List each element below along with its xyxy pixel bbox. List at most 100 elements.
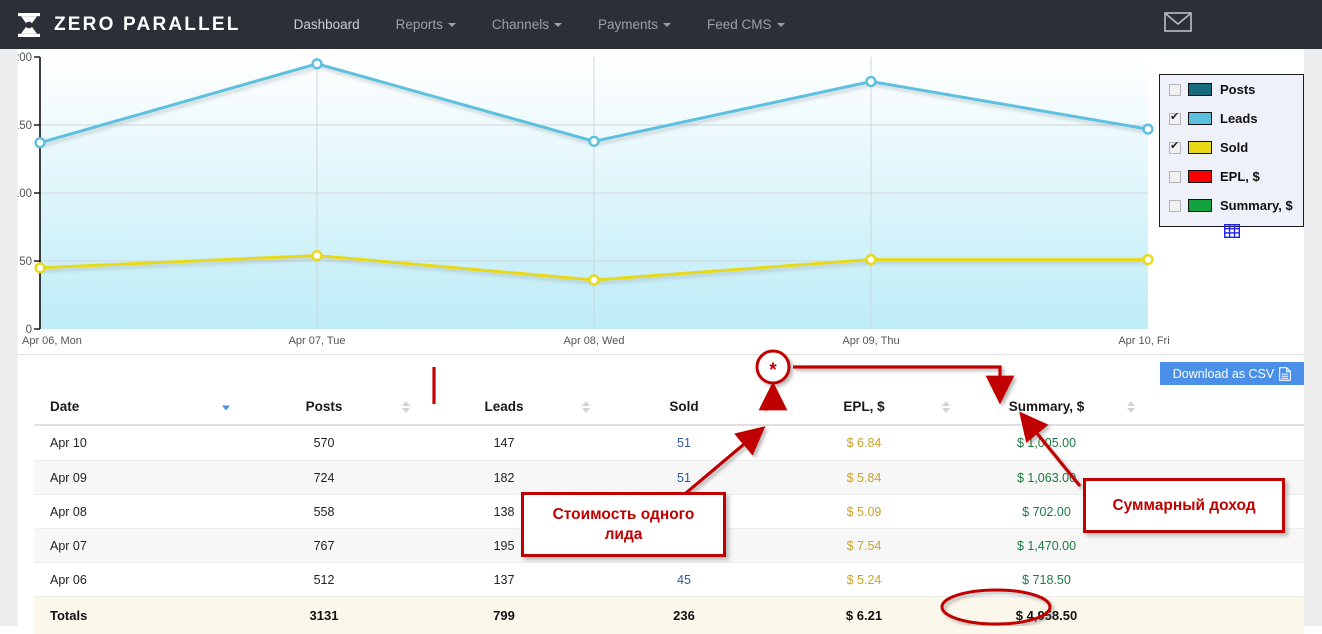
legend-table-toggle[interactable]	[1160, 220, 1303, 242]
table-row[interactable]: Apr 10 570 147 51 $ 6.84 $ 1,005.00	[34, 426, 1304, 460]
column-header-summary[interactable]: Summary, $	[941, 399, 1139, 414]
x-tick-1: Apr 07, Tue	[289, 335, 346, 347]
cell-summary: $ 702.00	[1022, 504, 1071, 519]
legend-item-leads[interactable]: Leads	[1160, 104, 1303, 133]
cell-totals-summary: $ 4,958.50	[1015, 608, 1078, 623]
table-row[interactable]: Apr 06 512 137 45 $ 5.24 $ 718.50	[34, 562, 1304, 596]
download-csv-label: Download as CSV	[1172, 366, 1275, 381]
table-row[interactable]: Apr 07 767 195 $ 7.54 $ 1,470.00	[34, 528, 1304, 562]
cell-epl: $ 7.54	[846, 538, 882, 553]
table-row[interactable]: Apr 08 558 138 $ 5.09 $ 702.00	[34, 494, 1304, 528]
chevron-down-icon	[776, 23, 785, 28]
svg-text:150: 150	[18, 120, 32, 132]
legend-checkbox-sold[interactable]	[1169, 140, 1181, 154]
cell-leads: 195	[493, 538, 515, 553]
cell-epl: $ 6.84	[846, 436, 882, 450]
legend-label-summary: Summary, $	[1220, 198, 1293, 213]
table-row[interactable]: Apr 09 724 182 51 $ 5.84 $ 1,063.00	[34, 460, 1304, 494]
report-table: Date Posts Leads Sold EPL, $ Summary, $	[34, 389, 1304, 634]
cell-summary: $ 1,063.00	[1016, 470, 1077, 485]
cell-totals-posts: 3131	[309, 608, 339, 623]
table-grid-icon	[1223, 224, 1240, 238]
cell-sold: 51	[677, 436, 691, 450]
column-header-date[interactable]: Date	[34, 399, 234, 414]
legend-swatch-epl	[1188, 170, 1212, 183]
cell-posts: 570	[313, 436, 335, 450]
column-label-sold: Sold	[669, 399, 699, 414]
legend-swatch-leads	[1188, 112, 1212, 125]
cell-date: Apr 07	[50, 538, 87, 553]
legend-item-posts[interactable]: Posts	[1160, 75, 1303, 104]
column-header-sold[interactable]: Sold	[581, 399, 774, 414]
nav-label: Feed CMS	[706, 17, 772, 32]
leads-chart: 200 150 100 50 0 Apr 06, Mon Apr 07, Tue	[18, 49, 1304, 349]
svg-text:0: 0	[26, 324, 32, 336]
x-tick-2: Apr 08, Wed	[564, 335, 625, 347]
column-header-leads[interactable]: Leads	[401, 399, 594, 414]
svg-text:200: 200	[18, 52, 32, 64]
nav-links: Dashboard Reports Channels Payments Feed…	[276, 0, 803, 49]
nav-link-feed-cms[interactable]: Feed CMS	[689, 0, 803, 49]
nav-label: Payments	[597, 17, 658, 32]
column-label-date: Date	[50, 399, 80, 414]
x-tick-3: Apr 09, Thu	[842, 335, 899, 347]
sort-indicator-epl[interactable]	[761, 400, 770, 413]
legend-label-epl: EPL, $	[1220, 169, 1260, 184]
x-tick-0: Apr 06, Mon	[22, 335, 82, 347]
legend-label-leads: Leads	[1220, 111, 1258, 126]
sort-indicator-summary[interactable]	[941, 400, 950, 413]
cell-leads: 182	[493, 470, 515, 485]
nav-link-reports[interactable]: Reports	[378, 0, 474, 49]
cell-posts: 724	[313, 470, 335, 485]
cell-date: Apr 08	[50, 504, 87, 519]
legend-item-summary[interactable]: Summary, $	[1160, 191, 1303, 220]
x-tick-4: Apr 10, Fri	[1118, 335, 1169, 347]
chart-legend: Posts Leads Sold EPL, $ Summary, $	[1159, 74, 1304, 238]
sort-indicator-leads[interactable]	[401, 400, 410, 413]
legend-item-epl[interactable]: EPL, $	[1160, 162, 1303, 191]
cell-epl: $ 5.84	[846, 470, 882, 485]
cell-totals-leads: 799	[493, 608, 515, 623]
nav-label: Channels	[491, 17, 549, 32]
table-totals-row: Totals 3131 799 236 $ 6.21 $ 4,958.50	[34, 596, 1304, 634]
nav-link-channels[interactable]: Channels	[474, 0, 580, 49]
nav-link-payments[interactable]: Payments	[580, 0, 689, 49]
sort-indicator-tail[interactable]	[1126, 400, 1135, 413]
sort-indicator-sold[interactable]	[581, 400, 590, 413]
brand-name: ZERO PARALLEL	[54, 13, 241, 35]
legend-label-sold: Sold	[1220, 140, 1249, 155]
cell-totals-label: Totals	[50, 608, 88, 623]
chevron-down-icon	[447, 23, 456, 28]
cell-date: Apr 09	[50, 470, 87, 485]
chevron-down-icon	[553, 23, 562, 28]
column-label-summary: Summary, $	[1008, 399, 1085, 414]
cell-sold: 51	[677, 470, 691, 485]
download-csv-button[interactable]: Download as CSV	[1160, 362, 1304, 385]
legend-checkbox-epl[interactable]	[1169, 170, 1181, 183]
messages-button[interactable]	[1164, 12, 1192, 37]
brand[interactable]: ZERO PARALLEL	[14, 10, 241, 40]
top-navbar: ZERO PARALLEL Dashboard Reports Channels…	[0, 0, 1322, 49]
legend-swatch-sold	[1188, 141, 1212, 154]
legend-checkbox-leads[interactable]	[1169, 111, 1181, 125]
table-header-row: Date Posts Leads Sold EPL, $ Summary, $	[34, 389, 1304, 426]
cell-date: Apr 10	[50, 436, 87, 450]
chevron-down-icon	[662, 23, 671, 28]
column-header-posts[interactable]: Posts	[221, 399, 414, 414]
cell-date: Apr 06	[50, 572, 87, 587]
legend-swatch-posts	[1188, 83, 1212, 96]
column-header-epl[interactable]: EPL, $	[761, 399, 954, 414]
cell-posts: 512	[313, 572, 335, 587]
cell-leads: 137	[493, 572, 515, 587]
column-label-epl: EPL, $	[843, 399, 885, 414]
nav-link-dashboard[interactable]: Dashboard	[276, 0, 378, 49]
sort-indicator-posts[interactable]	[221, 405, 230, 411]
legend-item-sold[interactable]: Sold	[1160, 133, 1303, 162]
cell-leads: 147	[493, 436, 515, 450]
chart-svg: 200 150 100 50 0 Apr 06, Mon Apr 07, Tue	[18, 52, 1170, 347]
legend-checkbox-summary[interactable]	[1169, 199, 1181, 212]
cell-totals-epl: $ 6.21	[845, 608, 883, 623]
cell-leads: 138	[493, 504, 515, 519]
legend-checkbox-posts[interactable]	[1169, 83, 1181, 96]
legend-swatch-summary	[1188, 199, 1212, 212]
